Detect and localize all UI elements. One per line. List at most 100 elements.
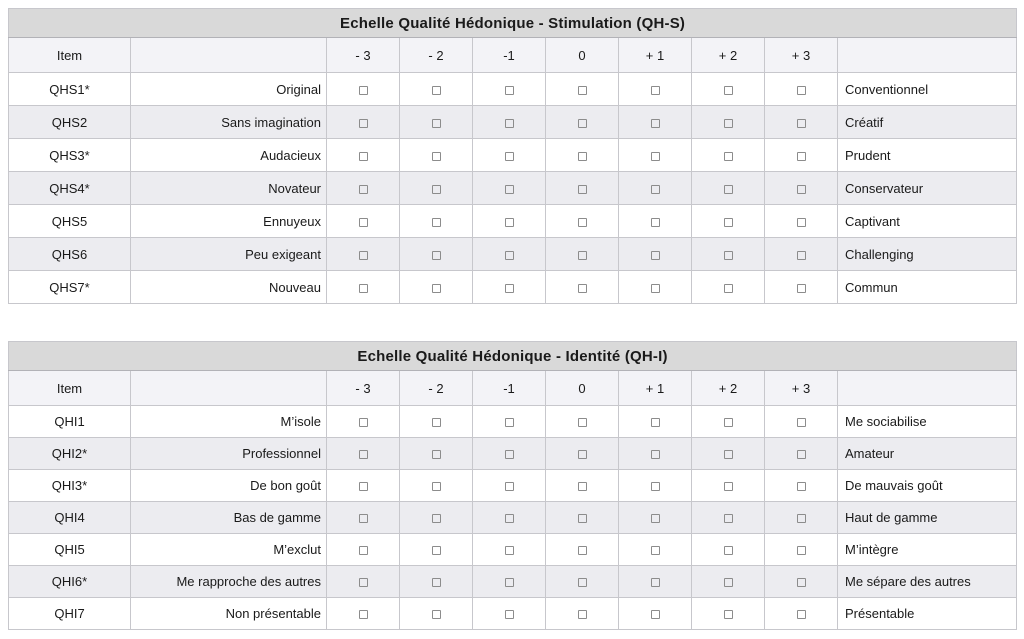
checkbox[interactable] xyxy=(431,85,441,95)
checkbox[interactable] xyxy=(796,118,806,128)
checkbox[interactable] xyxy=(723,610,733,620)
checkbox[interactable] xyxy=(358,514,368,524)
checkbox[interactable] xyxy=(723,283,733,293)
checkbox[interactable] xyxy=(431,546,441,556)
checkbox-cell-6 xyxy=(764,565,838,598)
checkbox[interactable] xyxy=(577,283,587,293)
checkbox[interactable] xyxy=(504,250,514,260)
checkbox[interactable] xyxy=(358,184,368,194)
checkbox[interactable] xyxy=(796,418,806,428)
checkbox[interactable] xyxy=(723,482,733,492)
checkbox[interactable] xyxy=(796,217,806,227)
checkbox[interactable] xyxy=(796,151,806,161)
checkbox[interactable] xyxy=(431,151,441,161)
checkbox[interactable] xyxy=(577,250,587,260)
checkbox[interactable] xyxy=(723,578,733,588)
checkbox[interactable] xyxy=(431,610,441,620)
checkbox[interactable] xyxy=(723,184,733,194)
checkbox[interactable] xyxy=(650,450,660,460)
checkbox[interactable] xyxy=(431,578,441,588)
checkbox[interactable] xyxy=(796,283,806,293)
checkbox[interactable] xyxy=(358,546,368,556)
checkbox[interactable] xyxy=(723,217,733,227)
checkbox[interactable] xyxy=(504,514,514,524)
checkbox[interactable] xyxy=(723,546,733,556)
checkbox[interactable] xyxy=(577,514,587,524)
checkbox[interactable] xyxy=(650,514,660,524)
checkbox[interactable] xyxy=(504,578,514,588)
checkbox[interactable] xyxy=(504,610,514,620)
checkbox[interactable] xyxy=(796,514,806,524)
checkbox[interactable] xyxy=(504,151,514,161)
checkbox[interactable] xyxy=(358,151,368,161)
checkbox[interactable] xyxy=(577,482,587,492)
checkbox[interactable] xyxy=(577,610,587,620)
checkbox[interactable] xyxy=(650,283,660,293)
checkbox[interactable] xyxy=(358,610,368,620)
checkbox[interactable] xyxy=(650,217,660,227)
checkbox[interactable] xyxy=(577,546,587,556)
checkbox[interactable] xyxy=(723,151,733,161)
checkbox[interactable] xyxy=(650,85,660,95)
checkbox[interactable] xyxy=(504,85,514,95)
checkbox[interactable] xyxy=(650,610,660,620)
checkbox[interactable] xyxy=(431,184,441,194)
checkbox[interactable] xyxy=(796,85,806,95)
checkbox[interactable] xyxy=(577,418,587,428)
checkbox[interactable] xyxy=(723,118,733,128)
checkbox[interactable] xyxy=(358,217,368,227)
checkbox[interactable] xyxy=(358,118,368,128)
checkbox[interactable] xyxy=(358,578,368,588)
checkbox[interactable] xyxy=(431,450,441,460)
checkbox[interactable] xyxy=(723,418,733,428)
checkbox[interactable] xyxy=(650,482,660,492)
checkbox[interactable] xyxy=(358,450,368,460)
checkbox[interactable] xyxy=(796,578,806,588)
checkbox[interactable] xyxy=(650,250,660,260)
checkbox[interactable] xyxy=(723,85,733,95)
checkbox[interactable] xyxy=(504,184,514,194)
checkbox[interactable] xyxy=(723,250,733,260)
checkbox[interactable] xyxy=(431,482,441,492)
checkbox[interactable] xyxy=(431,514,441,524)
checkbox[interactable] xyxy=(358,418,368,428)
checkbox[interactable] xyxy=(577,118,587,128)
checkbox[interactable] xyxy=(650,578,660,588)
checkbox[interactable] xyxy=(650,118,660,128)
checkbox[interactable] xyxy=(650,418,660,428)
checkbox[interactable] xyxy=(577,151,587,161)
checkbox[interactable] xyxy=(650,546,660,556)
checkbox[interactable] xyxy=(504,482,514,492)
checkbox[interactable] xyxy=(577,85,587,95)
checkbox[interactable] xyxy=(358,482,368,492)
checkbox[interactable] xyxy=(796,184,806,194)
checkbox[interactable] xyxy=(431,418,441,428)
checkbox[interactable] xyxy=(358,283,368,293)
checkbox-cell-3 xyxy=(545,597,619,630)
checkbox[interactable] xyxy=(358,85,368,95)
checkbox[interactable] xyxy=(358,250,368,260)
checkbox[interactable] xyxy=(504,283,514,293)
checkbox[interactable] xyxy=(577,217,587,227)
checkbox[interactable] xyxy=(650,151,660,161)
checkbox[interactable] xyxy=(431,217,441,227)
checkbox[interactable] xyxy=(650,184,660,194)
checkbox[interactable] xyxy=(796,450,806,460)
checkbox[interactable] xyxy=(504,546,514,556)
checkbox[interactable] xyxy=(796,546,806,556)
checkbox[interactable] xyxy=(577,184,587,194)
checkbox[interactable] xyxy=(431,118,441,128)
checkbox[interactable] xyxy=(796,482,806,492)
checkbox[interactable] xyxy=(431,250,441,260)
checkbox[interactable] xyxy=(431,283,441,293)
checkbox[interactable] xyxy=(796,610,806,620)
checkbox[interactable] xyxy=(577,450,587,460)
checkbox[interactable] xyxy=(504,217,514,227)
checkbox[interactable] xyxy=(723,450,733,460)
checkbox[interactable] xyxy=(577,578,587,588)
checkbox[interactable] xyxy=(504,118,514,128)
checkbox[interactable] xyxy=(796,250,806,260)
checkbox[interactable] xyxy=(723,514,733,524)
checkbox[interactable] xyxy=(504,450,514,460)
checkbox[interactable] xyxy=(504,418,514,428)
